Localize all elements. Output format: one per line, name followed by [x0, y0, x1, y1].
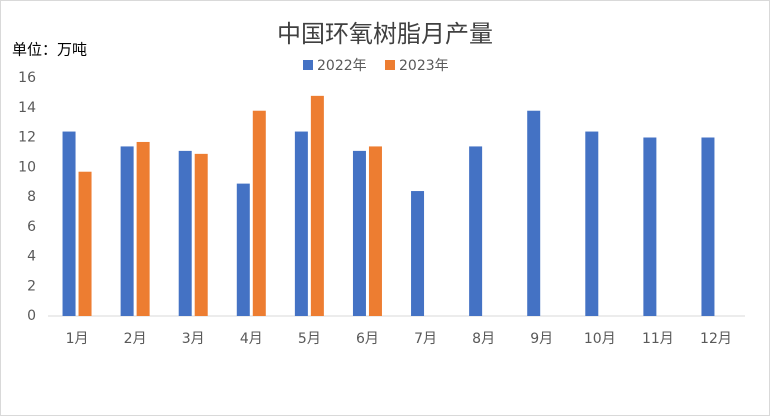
bar	[62, 131, 76, 316]
y-tick-label: 0	[27, 308, 36, 324]
bar	[194, 153, 208, 316]
legend-label: 2022年	[317, 58, 367, 74]
y-tick-label: 16	[18, 70, 36, 86]
bar	[294, 131, 308, 316]
bar	[310, 95, 324, 316]
y-tick-label: 14	[18, 100, 36, 116]
bar	[368, 146, 382, 316]
chart-title: 中国环氧树脂月产量	[277, 20, 493, 48]
y-tick-label: 4	[27, 249, 36, 265]
x-tick-label: 5月	[298, 331, 321, 347]
x-tick-label: 3月	[182, 331, 205, 347]
bar	[411, 191, 425, 316]
x-tick-label: 1月	[66, 331, 89, 347]
bar	[469, 146, 483, 316]
x-tick-label: 2月	[124, 331, 147, 347]
bar	[701, 137, 715, 316]
y-axis-label: 单位：万吨	[12, 41, 87, 59]
legend-label: 2023年	[399, 58, 449, 74]
bar	[527, 110, 541, 316]
y-tick-label: 10	[18, 159, 36, 175]
bar	[78, 171, 92, 316]
x-tick-label: 4月	[240, 331, 263, 347]
bar	[352, 150, 366, 316]
bar	[120, 146, 134, 316]
bar	[643, 137, 657, 316]
bar	[178, 150, 192, 316]
x-tick-label: 10月	[584, 331, 616, 347]
y-tick-label: 2	[27, 278, 36, 294]
x-tick-label: 7月	[414, 331, 437, 347]
bar	[236, 183, 250, 316]
legend-swatch	[303, 60, 313, 70]
legend-swatch	[385, 60, 395, 70]
x-tick-label: 8月	[472, 331, 495, 347]
bar	[136, 141, 150, 316]
y-tick-label: 8	[27, 189, 36, 205]
x-tick-label: 6月	[356, 331, 379, 347]
y-tick-label: 6	[27, 219, 36, 235]
x-tick-label: 11月	[642, 331, 674, 347]
bar	[252, 110, 266, 316]
x-tick-label: 12月	[700, 331, 732, 347]
bar	[585, 131, 599, 316]
x-tick-label: 9月	[530, 331, 553, 347]
y-tick-label: 12	[18, 130, 36, 146]
